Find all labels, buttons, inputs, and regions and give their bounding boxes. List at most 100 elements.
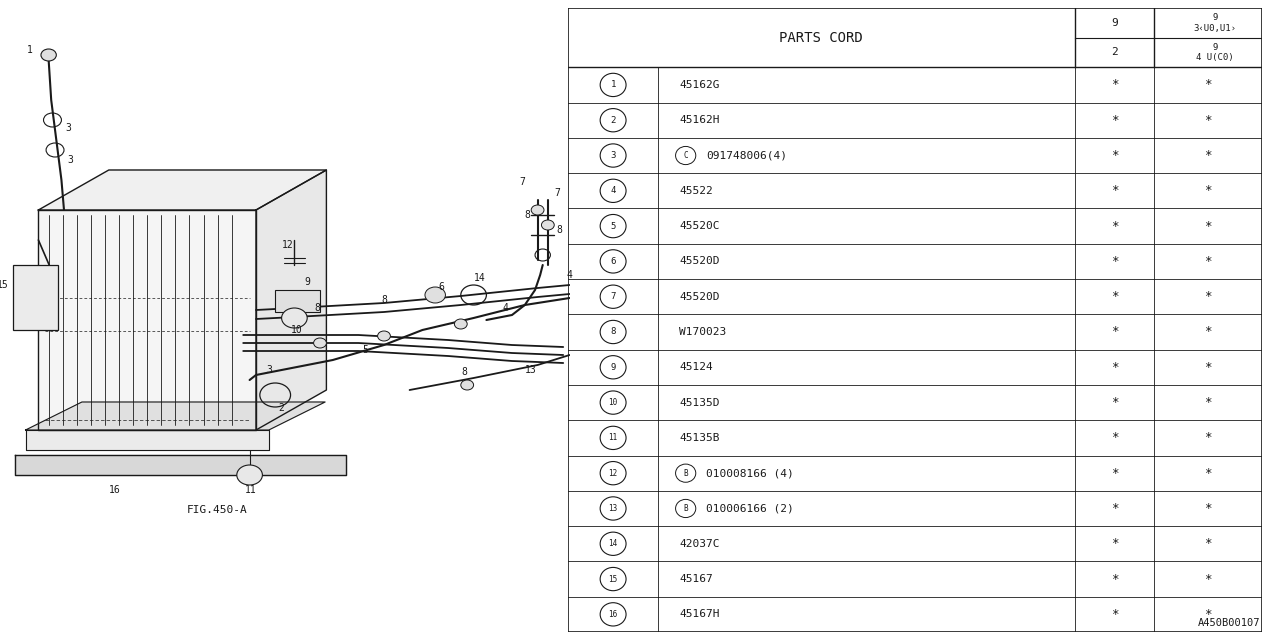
Text: *: * — [1111, 220, 1119, 232]
Text: *: * — [1111, 573, 1119, 586]
Text: *: * — [1111, 149, 1119, 162]
Polygon shape — [38, 210, 256, 430]
Text: 2: 2 — [611, 116, 616, 125]
Bar — [275, 290, 320, 312]
Text: 7: 7 — [554, 188, 559, 198]
Text: 8: 8 — [525, 210, 530, 220]
Text: 7: 7 — [611, 292, 616, 301]
Circle shape — [461, 380, 474, 390]
Polygon shape — [38, 170, 326, 210]
Text: A450B00107: A450B00107 — [1198, 618, 1261, 628]
Text: 1: 1 — [611, 81, 616, 90]
Text: 45520D: 45520D — [678, 292, 719, 301]
Text: 11: 11 — [244, 485, 257, 495]
Polygon shape — [256, 170, 326, 430]
Text: *: * — [1204, 573, 1212, 586]
Text: FIG.450-A: FIG.450-A — [187, 505, 248, 515]
Text: *: * — [1204, 184, 1212, 197]
Text: 010008166 (4): 010008166 (4) — [707, 468, 794, 478]
Text: 8: 8 — [381, 295, 387, 305]
Text: 2: 2 — [1111, 47, 1117, 58]
Text: 13: 13 — [525, 365, 538, 375]
Text: 45167: 45167 — [678, 574, 713, 584]
Text: 3: 3 — [65, 123, 70, 133]
Text: 45135D: 45135D — [678, 397, 719, 408]
Text: *: * — [1111, 537, 1119, 550]
Text: 8: 8 — [315, 303, 320, 313]
Text: 8: 8 — [557, 225, 562, 235]
Text: 3: 3 — [68, 155, 73, 165]
Text: 5: 5 — [362, 345, 367, 355]
Text: 14: 14 — [474, 273, 486, 283]
Text: *: * — [1204, 220, 1212, 232]
Text: *: * — [1111, 431, 1119, 444]
Text: 091748006(4): 091748006(4) — [707, 150, 787, 161]
Text: 9: 9 — [611, 363, 616, 372]
Text: *: * — [1111, 255, 1119, 268]
Text: *: * — [1204, 361, 1212, 374]
Text: 7: 7 — [520, 177, 525, 187]
Text: 9: 9 — [305, 277, 310, 287]
Text: 45520C: 45520C — [678, 221, 719, 231]
Circle shape — [314, 338, 326, 348]
Circle shape — [282, 308, 307, 328]
Text: *: * — [1111, 467, 1119, 479]
Polygon shape — [26, 402, 325, 430]
Text: *: * — [1204, 149, 1212, 162]
Text: 6: 6 — [611, 257, 616, 266]
Text: *: * — [1204, 537, 1212, 550]
Text: 9
3‹U0,U1›: 9 3‹U0,U1› — [1194, 13, 1236, 33]
Circle shape — [237, 465, 262, 485]
Text: *: * — [1111, 361, 1119, 374]
Text: 8: 8 — [611, 328, 616, 337]
Text: *: * — [1111, 79, 1119, 92]
Text: 4: 4 — [611, 186, 616, 195]
Text: 16: 16 — [608, 610, 618, 619]
Text: *: * — [1111, 114, 1119, 127]
Text: 4: 4 — [503, 303, 508, 313]
Text: 12: 12 — [282, 240, 294, 250]
Text: 3: 3 — [611, 151, 616, 160]
Text: 42037C: 42037C — [678, 539, 719, 548]
Bar — [13, 265, 58, 330]
Text: 010006166 (2): 010006166 (2) — [707, 504, 794, 513]
Circle shape — [531, 205, 544, 215]
Text: 10: 10 — [291, 325, 303, 335]
Text: B: B — [684, 504, 687, 513]
Polygon shape — [15, 455, 346, 475]
Text: *: * — [1111, 608, 1119, 621]
Text: 45167H: 45167H — [678, 609, 719, 620]
Text: 9: 9 — [1111, 18, 1117, 28]
Text: 45124: 45124 — [678, 362, 713, 372]
Text: *: * — [1111, 184, 1119, 197]
Text: 15: 15 — [608, 575, 618, 584]
Text: 6: 6 — [439, 282, 444, 292]
Text: *: * — [1111, 502, 1119, 515]
Text: 5: 5 — [611, 221, 616, 230]
Text: 12: 12 — [608, 468, 618, 477]
Text: *: * — [1111, 290, 1119, 303]
Text: 45162G: 45162G — [678, 80, 719, 90]
Text: *: * — [1204, 431, 1212, 444]
Text: 45522: 45522 — [678, 186, 713, 196]
Text: 13: 13 — [608, 504, 618, 513]
Text: *: * — [1111, 396, 1119, 409]
Text: 3: 3 — [266, 365, 271, 375]
Text: *: * — [1204, 79, 1212, 92]
Text: B: B — [684, 468, 687, 477]
Text: 10: 10 — [608, 398, 618, 407]
Text: *: * — [1204, 396, 1212, 409]
Text: W170023: W170023 — [678, 327, 726, 337]
Text: *: * — [1111, 326, 1119, 339]
Circle shape — [541, 220, 554, 230]
Circle shape — [454, 319, 467, 329]
Text: 11: 11 — [608, 433, 618, 442]
Text: 45520D: 45520D — [678, 257, 719, 266]
Polygon shape — [26, 430, 269, 450]
Text: 45162H: 45162H — [678, 115, 719, 125]
Text: *: * — [1204, 326, 1212, 339]
Text: C: C — [684, 151, 687, 160]
Text: 14: 14 — [608, 540, 618, 548]
Text: *: * — [1204, 502, 1212, 515]
Text: *: * — [1204, 467, 1212, 479]
